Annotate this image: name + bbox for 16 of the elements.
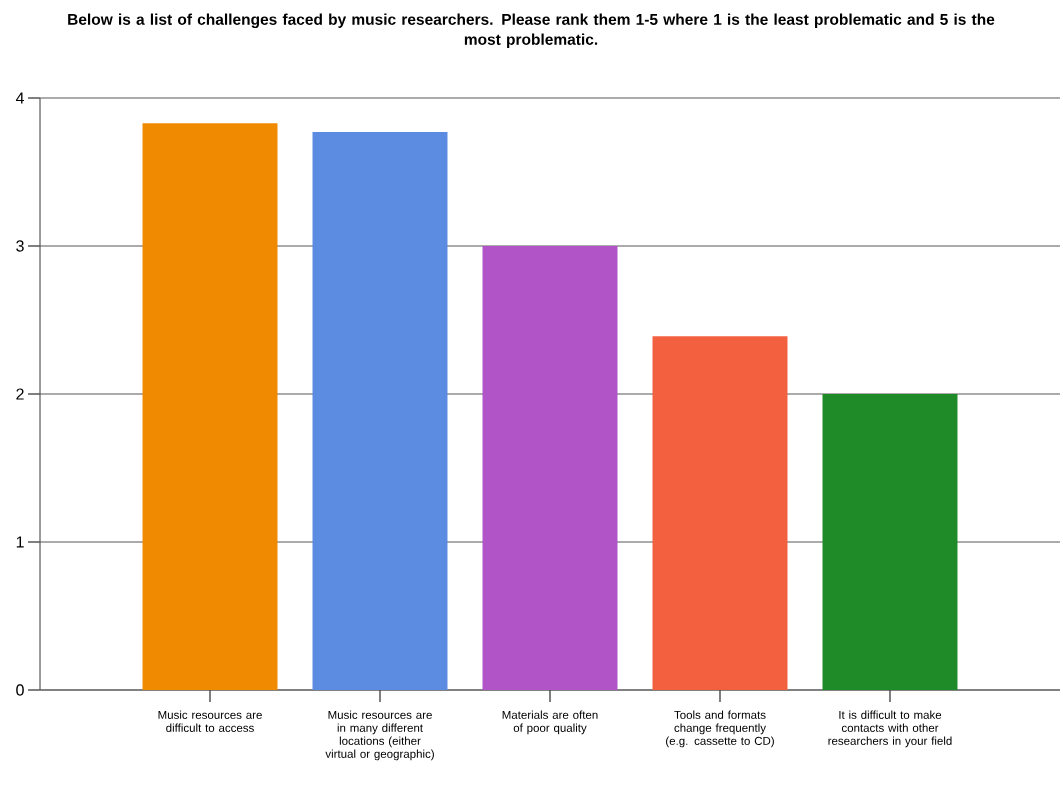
x-tick-label: Music resources are difficult to access bbox=[158, 710, 262, 732]
bar bbox=[482, 245, 618, 690]
y-tick-label: 4 bbox=[15, 92, 24, 104]
y-tick-label: 2 bbox=[16, 388, 24, 400]
bar bbox=[652, 336, 788, 690]
y-tick-label: 3 bbox=[16, 240, 24, 252]
bar bbox=[142, 123, 278, 690]
bar bbox=[312, 132, 448, 690]
x-tick-label: It is difficult to make contacts with other researchers in your field bbox=[828, 710, 952, 748]
x-tick-label: Materials are often of poor quality bbox=[502, 710, 598, 735]
y-tick-label: 1 bbox=[16, 536, 24, 548]
bar bbox=[822, 393, 958, 690]
y-tick-label: 0 bbox=[16, 684, 24, 696]
x-tick-label: Music resources are in many different locations (either virtual or geographic) bbox=[325, 710, 434, 761]
x-tick-label: Tools and formats change frequently (e.g. cassette to CD) bbox=[666, 710, 774, 748]
chart-title: Below is a list of challenges faced by music researchers. Please rank them 1-5 where 1 is the least problematic and 5 is the most problematic. bbox=[68, 13, 995, 48]
